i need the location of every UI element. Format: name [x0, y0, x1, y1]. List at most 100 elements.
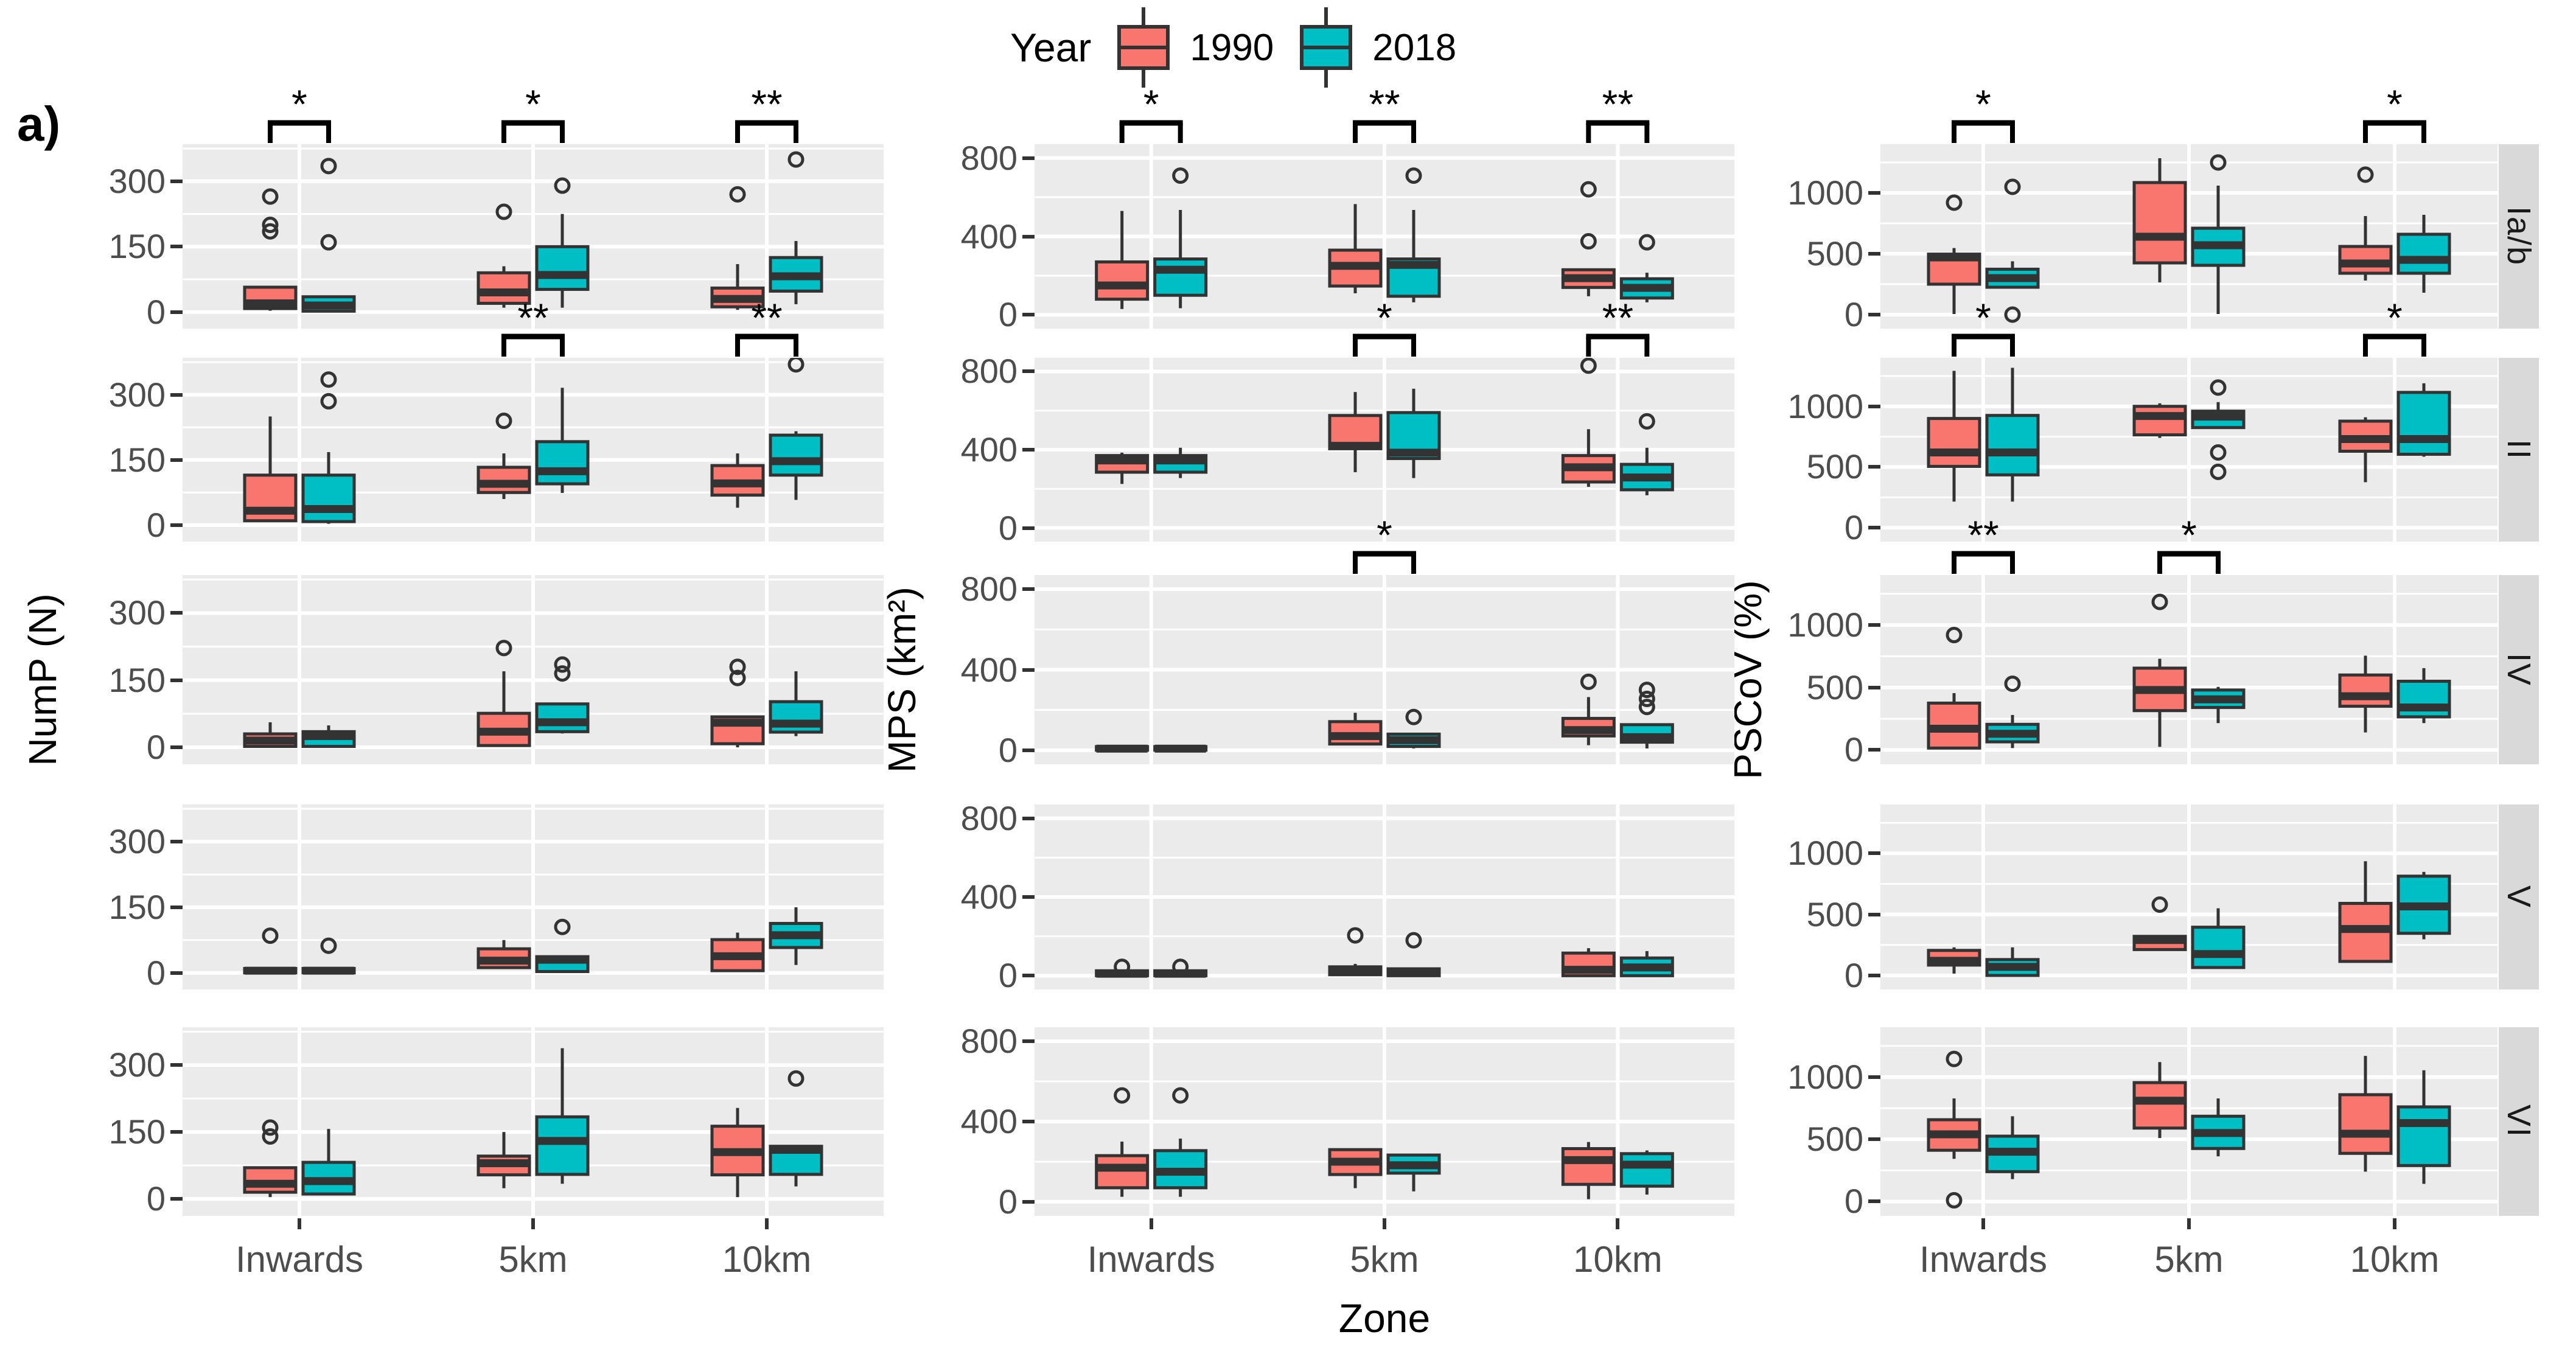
- significance-marker: **: [1602, 300, 1633, 340]
- y-tick-mark: [170, 245, 183, 249]
- x-tick-mark: [2187, 1218, 2191, 1229]
- y-tick-label: 150: [108, 887, 166, 926]
- panel-NumP-3: [183, 804, 884, 989]
- y-tick-label: 400: [960, 217, 1017, 256]
- y-tick-mark: [1868, 973, 1880, 977]
- y-tick-label: 300: [108, 1045, 166, 1084]
- y-tick-mark: [170, 523, 183, 527]
- facet-strip-label: VI: [2501, 1104, 2537, 1139]
- y-tick-mark: [170, 458, 183, 462]
- legend-title: Year: [1010, 25, 1092, 70]
- panel-MPS-1: [1035, 358, 1734, 542]
- y-tick-label: 400: [960, 430, 1017, 469]
- x-tick-label-10km: 10km: [1572, 1239, 1663, 1280]
- y-tick-mark: [1022, 234, 1035, 239]
- y-tick-mark: [1022, 974, 1035, 978]
- y-tick-label: 0: [146, 728, 166, 767]
- y-tick-label: 800: [960, 1022, 1017, 1061]
- x-tick-mark: [1149, 1218, 1153, 1229]
- y-tick-label: 300: [108, 161, 166, 200]
- panel-PSCoV-4: [1880, 1027, 2497, 1216]
- y-tick-mark: [1022, 895, 1035, 899]
- significance-marker: *: [2181, 517, 2197, 557]
- y-axis-title-nump: NumP (N): [21, 593, 65, 766]
- y-tick-mark: [1022, 448, 1035, 452]
- y-tick-label: 0: [1844, 730, 1863, 769]
- x-tick-label-5km: 5km: [2154, 1239, 2224, 1280]
- y-tick-mark: [1022, 313, 1035, 317]
- y-tick-label: 1000: [1787, 1057, 1863, 1096]
- y-tick-mark: [1022, 587, 1035, 592]
- y-tick-mark: [1022, 369, 1035, 374]
- legend: Year 1990 2018: [1010, 5, 1456, 90]
- facet-strip-VI: VI: [2499, 1027, 2539, 1216]
- y-tick-mark: [1868, 313, 1880, 316]
- x-tick-mark: [1981, 1218, 1985, 1229]
- y-tick-mark: [1022, 748, 1035, 752]
- x-tick-mark: [765, 1218, 769, 1229]
- significance-marker: *: [525, 86, 541, 127]
- y-tick-mark: [1868, 526, 1880, 530]
- panel-PSCoV-3: [1880, 804, 2497, 989]
- y-tick-label: 300: [108, 822, 166, 861]
- y-tick-mark: [170, 840, 183, 844]
- panel-NumP-0: [183, 144, 884, 329]
- y-tick-mark: [170, 745, 183, 750]
- y-tick-mark: [170, 611, 183, 615]
- y-tick-label: 150: [108, 1112, 166, 1151]
- x-tick-mark: [1383, 1218, 1386, 1229]
- y-tick-label: 500: [1806, 234, 1863, 273]
- y-tick-mark: [1022, 668, 1035, 672]
- panel-PSCoV-2: [1880, 575, 2497, 764]
- y-tick-mark: [170, 1197, 183, 1201]
- panel-MPS-3: [1035, 804, 1734, 989]
- y-tick-mark: [1022, 526, 1035, 530]
- y-tick-mark: [170, 678, 183, 682]
- x-tick-mark: [2393, 1218, 2396, 1229]
- sig-brackets-PSCoV-1: * *: [1880, 300, 2497, 358]
- legend-item-1990: 1990: [1113, 5, 1274, 90]
- significance-marker: **: [751, 300, 782, 340]
- y-tick-label: 1000: [1787, 834, 1863, 873]
- y-tick-label: 400: [960, 878, 1017, 916]
- facet-strip-label: Ia/b: [2501, 206, 2537, 267]
- y-tick-label: 0: [146, 505, 166, 544]
- facet-strip-V: V: [2499, 804, 2539, 989]
- y-tick-mark: [170, 1130, 183, 1134]
- y-tick-mark: [1868, 912, 1880, 916]
- y-tick-mark: [1868, 1137, 1880, 1142]
- x-axis-title: Zone: [1338, 1296, 1431, 1341]
- y-tick-label: 150: [108, 440, 166, 479]
- y-tick-mark: [1022, 1199, 1035, 1204]
- significance-marker: *: [2387, 300, 2403, 340]
- x-tick-label-5km: 5km: [1350, 1239, 1419, 1280]
- y-tick-label: 0: [998, 1182, 1017, 1221]
- significance-marker: **: [1602, 86, 1633, 127]
- y-tick-label: 800: [960, 352, 1017, 391]
- significance-marker: *: [291, 86, 307, 127]
- y-tick-mark: [1868, 623, 1880, 627]
- boxplot-glyph-icon: [1117, 7, 1170, 88]
- facet-strip-label: V: [2501, 885, 2537, 909]
- y-tick-mark: [1022, 1039, 1035, 1044]
- significance-marker: *: [1377, 517, 1392, 557]
- y-tick-mark: [1868, 1199, 1880, 1204]
- y-tick-label: 500: [1806, 895, 1863, 933]
- y-tick-mark: [1868, 404, 1880, 408]
- significance-marker: *: [1143, 86, 1159, 127]
- y-tick-label: 500: [1806, 668, 1863, 707]
- x-tick-label-Inwards: Inwards: [235, 1239, 364, 1280]
- y-tick-mark: [170, 1063, 183, 1067]
- y-tick-label: 150: [108, 227, 166, 266]
- panel-letter: a): [17, 97, 61, 151]
- facet-strip-IV: IV: [2499, 575, 2539, 764]
- y-tick-label: 0: [146, 1179, 166, 1218]
- y-tick-label: 300: [108, 375, 166, 414]
- y-tick-label: 0: [1844, 508, 1863, 547]
- legend-label-1990: 1990: [1190, 26, 1274, 69]
- panel-NumP-1: [183, 358, 884, 542]
- y-tick-label: 500: [1806, 447, 1863, 486]
- x-tick-label-10km: 10km: [722, 1239, 812, 1280]
- y-tick-mark: [170, 310, 183, 314]
